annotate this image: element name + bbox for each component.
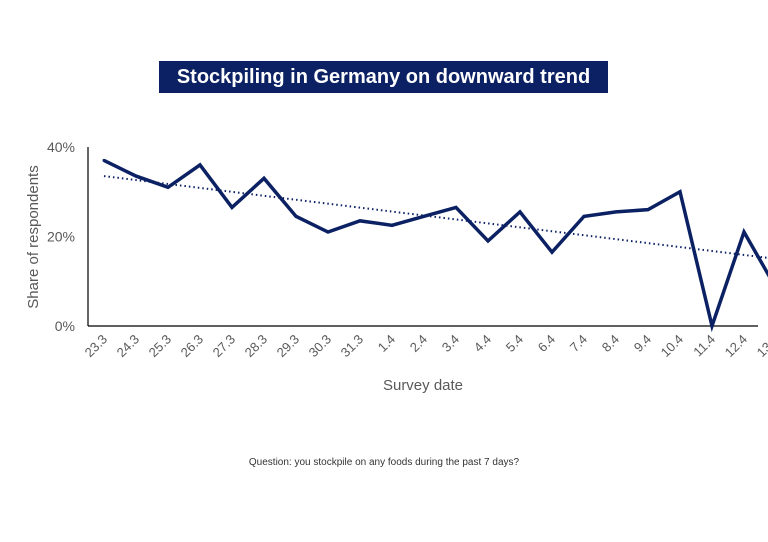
y-tick-label: 20% <box>47 229 75 245</box>
footnote: Question: you stockpile on any foods dur… <box>248 457 520 468</box>
x-tick-label: 6.4 <box>535 332 558 355</box>
y-tick-label: 0% <box>55 318 75 334</box>
chart-title: Stockpiling in Germany on downward trend <box>159 61 608 93</box>
data-point <box>454 205 458 209</box>
data-point <box>486 239 490 243</box>
data-point <box>390 223 394 227</box>
x-tick-label: 24.3 <box>114 332 143 361</box>
series-line <box>103 158 768 333</box>
x-tick-label: 25.3 <box>146 332 175 361</box>
x-tick-label: 13.4 <box>754 332 768 361</box>
data-point <box>518 210 522 214</box>
data-point <box>614 210 618 214</box>
x-tick-label: 2.4 <box>407 332 430 355</box>
data-point <box>358 219 362 223</box>
trendline <box>103 175 768 259</box>
data-point <box>262 176 266 180</box>
data-point <box>230 205 234 209</box>
x-tick-label: 3.4 <box>439 332 462 355</box>
x-tick-label: 29.3 <box>274 332 303 361</box>
x-tick-label: 4.4 <box>471 332 494 355</box>
x-tick-label: 27.3 <box>210 332 239 361</box>
x-tick-label: 1.4 <box>375 332 398 355</box>
x-axis-label: Survey date <box>383 377 463 394</box>
data-point <box>550 250 554 254</box>
data-point <box>710 324 714 328</box>
data-point <box>198 163 202 167</box>
data-point <box>646 208 650 212</box>
x-tick-label: 28.3 <box>242 332 271 361</box>
data-point <box>166 185 170 189</box>
data-point <box>134 174 138 178</box>
x-tick-label: 5.4 <box>503 332 526 355</box>
x-tick-label: 23.3 <box>82 332 111 361</box>
data-point <box>678 190 682 194</box>
data-point <box>422 214 426 218</box>
x-tick-label: 31.3 <box>338 332 367 361</box>
x-tick-label: 7.4 <box>567 332 590 355</box>
x-tick-label: 9.4 <box>631 332 654 355</box>
data-point <box>582 214 586 218</box>
data-point <box>294 214 298 218</box>
x-tick-label: 10.4 <box>658 332 687 361</box>
x-tick-label: 11.4 <box>690 332 718 360</box>
x-tick-label: 8.4 <box>599 332 622 355</box>
data-point <box>742 230 746 234</box>
data-point <box>102 158 106 162</box>
y-tick-label: 40% <box>47 139 75 155</box>
y-axis-label: Share of respondents <box>25 165 42 308</box>
data-point <box>326 230 330 234</box>
x-tick-label: 12.4 <box>722 332 751 361</box>
x-tick-label: 26.3 <box>178 332 207 361</box>
x-tick-label: 30.3 <box>306 332 335 361</box>
